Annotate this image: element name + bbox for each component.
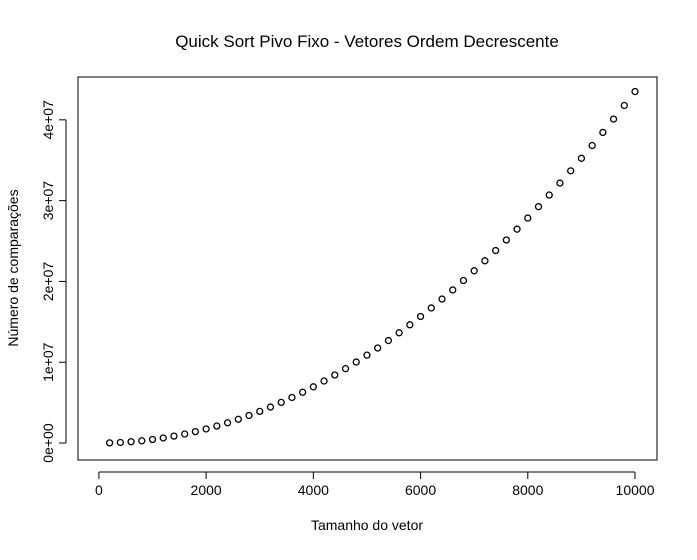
point xyxy=(502,236,511,244)
point xyxy=(470,267,478,275)
x-tick-label: 8000 xyxy=(512,482,543,498)
point xyxy=(223,419,232,427)
y-tick-label: 2e+07 xyxy=(40,262,56,302)
point xyxy=(481,257,489,265)
point xyxy=(213,422,221,430)
point xyxy=(577,154,586,162)
y-tick-label: 4e+07 xyxy=(40,100,56,140)
point xyxy=(524,214,532,222)
point xyxy=(567,167,575,175)
point xyxy=(159,434,167,442)
point xyxy=(374,344,382,352)
point xyxy=(609,115,618,123)
point xyxy=(534,203,543,211)
point xyxy=(352,358,360,366)
point xyxy=(545,191,553,199)
x-tick-label: 10000 xyxy=(616,482,655,498)
y-tick-label: 0e+00 xyxy=(40,423,56,463)
point xyxy=(288,393,296,402)
x-tick-label: 4000 xyxy=(298,482,329,498)
point xyxy=(148,435,157,444)
point xyxy=(384,336,393,345)
x-tick-label: 2000 xyxy=(191,482,222,498)
point xyxy=(599,128,607,137)
plot-frame xyxy=(77,76,658,461)
point xyxy=(438,295,446,303)
point xyxy=(127,438,135,446)
point xyxy=(449,286,457,294)
point xyxy=(234,415,242,423)
point xyxy=(406,321,414,329)
point xyxy=(631,87,639,96)
point xyxy=(256,407,264,416)
point xyxy=(513,225,521,233)
y-tick-label: 3e+07 xyxy=(40,181,56,221)
point xyxy=(277,398,285,407)
point xyxy=(556,179,564,187)
point xyxy=(170,432,178,440)
point xyxy=(320,377,328,385)
point xyxy=(459,276,468,285)
y-axis-label: Número de comparações xyxy=(5,189,21,346)
point xyxy=(416,312,425,321)
point xyxy=(245,411,253,420)
point xyxy=(191,427,200,436)
point xyxy=(181,430,189,438)
x-axis-label: Tamanho do vetor xyxy=(311,517,423,533)
point xyxy=(588,141,596,150)
point xyxy=(202,425,210,433)
point xyxy=(116,438,125,447)
chart-title: Quick Sort Pivo Fixo - Vetores Ordem Dec… xyxy=(175,32,559,51)
point xyxy=(491,246,500,255)
point xyxy=(363,351,371,359)
point xyxy=(331,371,339,379)
point xyxy=(138,437,146,445)
point xyxy=(266,403,275,411)
point xyxy=(620,101,628,110)
point xyxy=(309,383,318,391)
y-tick-label: 1e+07 xyxy=(40,342,56,382)
point xyxy=(105,439,114,447)
x-tick-label: 6000 xyxy=(405,482,436,498)
point xyxy=(341,365,350,373)
point xyxy=(298,388,307,396)
x-tick-label: 0 xyxy=(95,482,103,498)
point xyxy=(427,304,435,312)
point xyxy=(395,329,403,337)
